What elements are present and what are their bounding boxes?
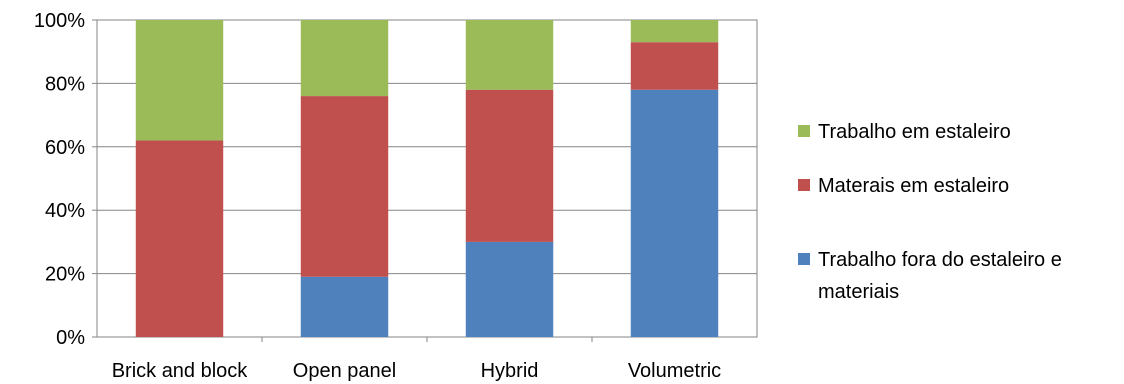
category-label: Brick and block — [112, 360, 249, 382]
y-tick-label: 40% — [45, 200, 85, 222]
legend-label: Trabalho em estaleiro — [818, 121, 1011, 143]
y-tick-label: 60% — [45, 137, 85, 159]
bar-segment — [300, 276, 389, 337]
legend-swatch — [798, 253, 810, 265]
legend-swatch — [798, 179, 810, 191]
bar-segment — [465, 89, 554, 242]
category-label: Volumetric — [628, 360, 721, 382]
legend-swatch — [798, 125, 810, 137]
bar-segment — [300, 96, 389, 277]
y-tick-label: 0% — [56, 327, 85, 349]
bar-segment — [135, 140, 224, 337]
legend-label: Trabalho fora do estaleiro e materiais — [818, 249, 1062, 303]
bar-segment — [630, 42, 719, 90]
category-label: Open panel — [293, 360, 396, 382]
y-tick-label: 100% — [34, 10, 85, 32]
y-tick-label: 80% — [45, 73, 85, 95]
bar-segment — [465, 241, 554, 337]
legend-label: Materais em estaleiro — [818, 175, 1009, 197]
bar-segment — [630, 89, 719, 338]
bar-segment — [135, 20, 224, 141]
category-label: Hybrid — [481, 360, 539, 382]
y-tick-label: 20% — [45, 264, 85, 286]
bar-segment — [300, 20, 389, 97]
bar-segment — [465, 20, 554, 90]
bar-segment — [630, 20, 719, 43]
